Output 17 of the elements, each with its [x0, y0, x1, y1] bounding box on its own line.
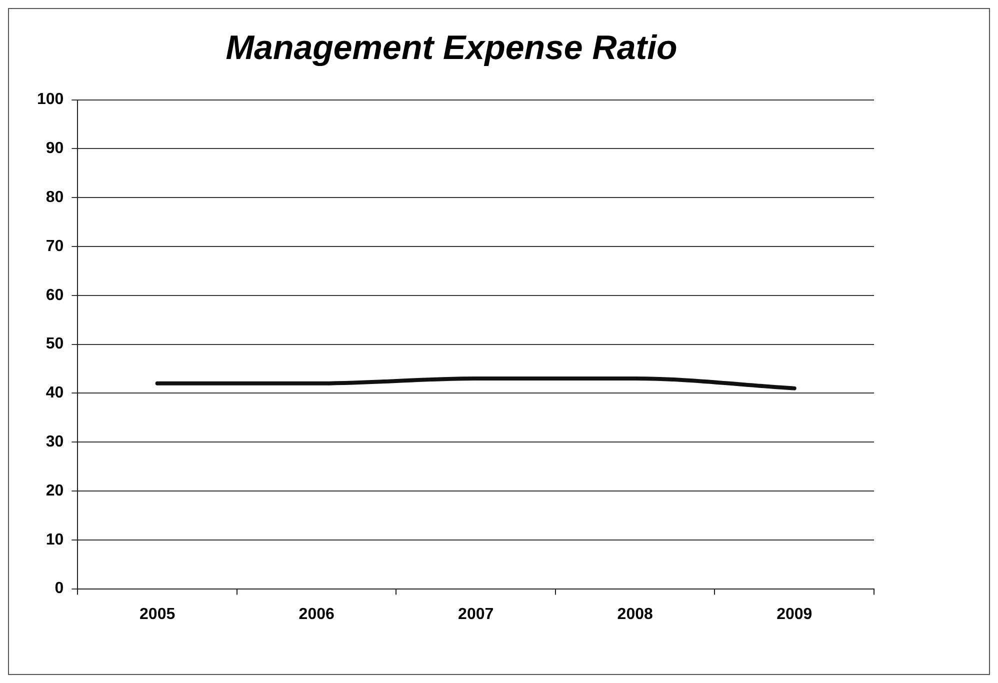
x-tick-label: 2005	[140, 606, 176, 623]
y-tick-label: 80	[46, 189, 64, 206]
y-tick-label: 20	[46, 482, 64, 500]
y-tick-label: 60	[46, 286, 64, 304]
x-tick-label: 2007	[458, 606, 494, 623]
x-tick-label: 2009	[776, 606, 812, 623]
chart-title: Management Expense Ratio	[226, 28, 678, 67]
y-tick-label: 90	[46, 140, 64, 158]
y-tick-label: 70	[46, 238, 64, 255]
y-tick-label: 40	[46, 384, 64, 402]
y-tick-label: 50	[46, 336, 64, 353]
y-tick-label: 100	[36, 91, 64, 108]
y-tick-label: 30	[46, 434, 64, 451]
y-tick-label: 0	[54, 580, 64, 598]
y-tick-label: 10	[46, 531, 64, 548]
x-tick-label: 2006	[298, 606, 334, 623]
x-tick-label: 2008	[617, 606, 654, 623]
